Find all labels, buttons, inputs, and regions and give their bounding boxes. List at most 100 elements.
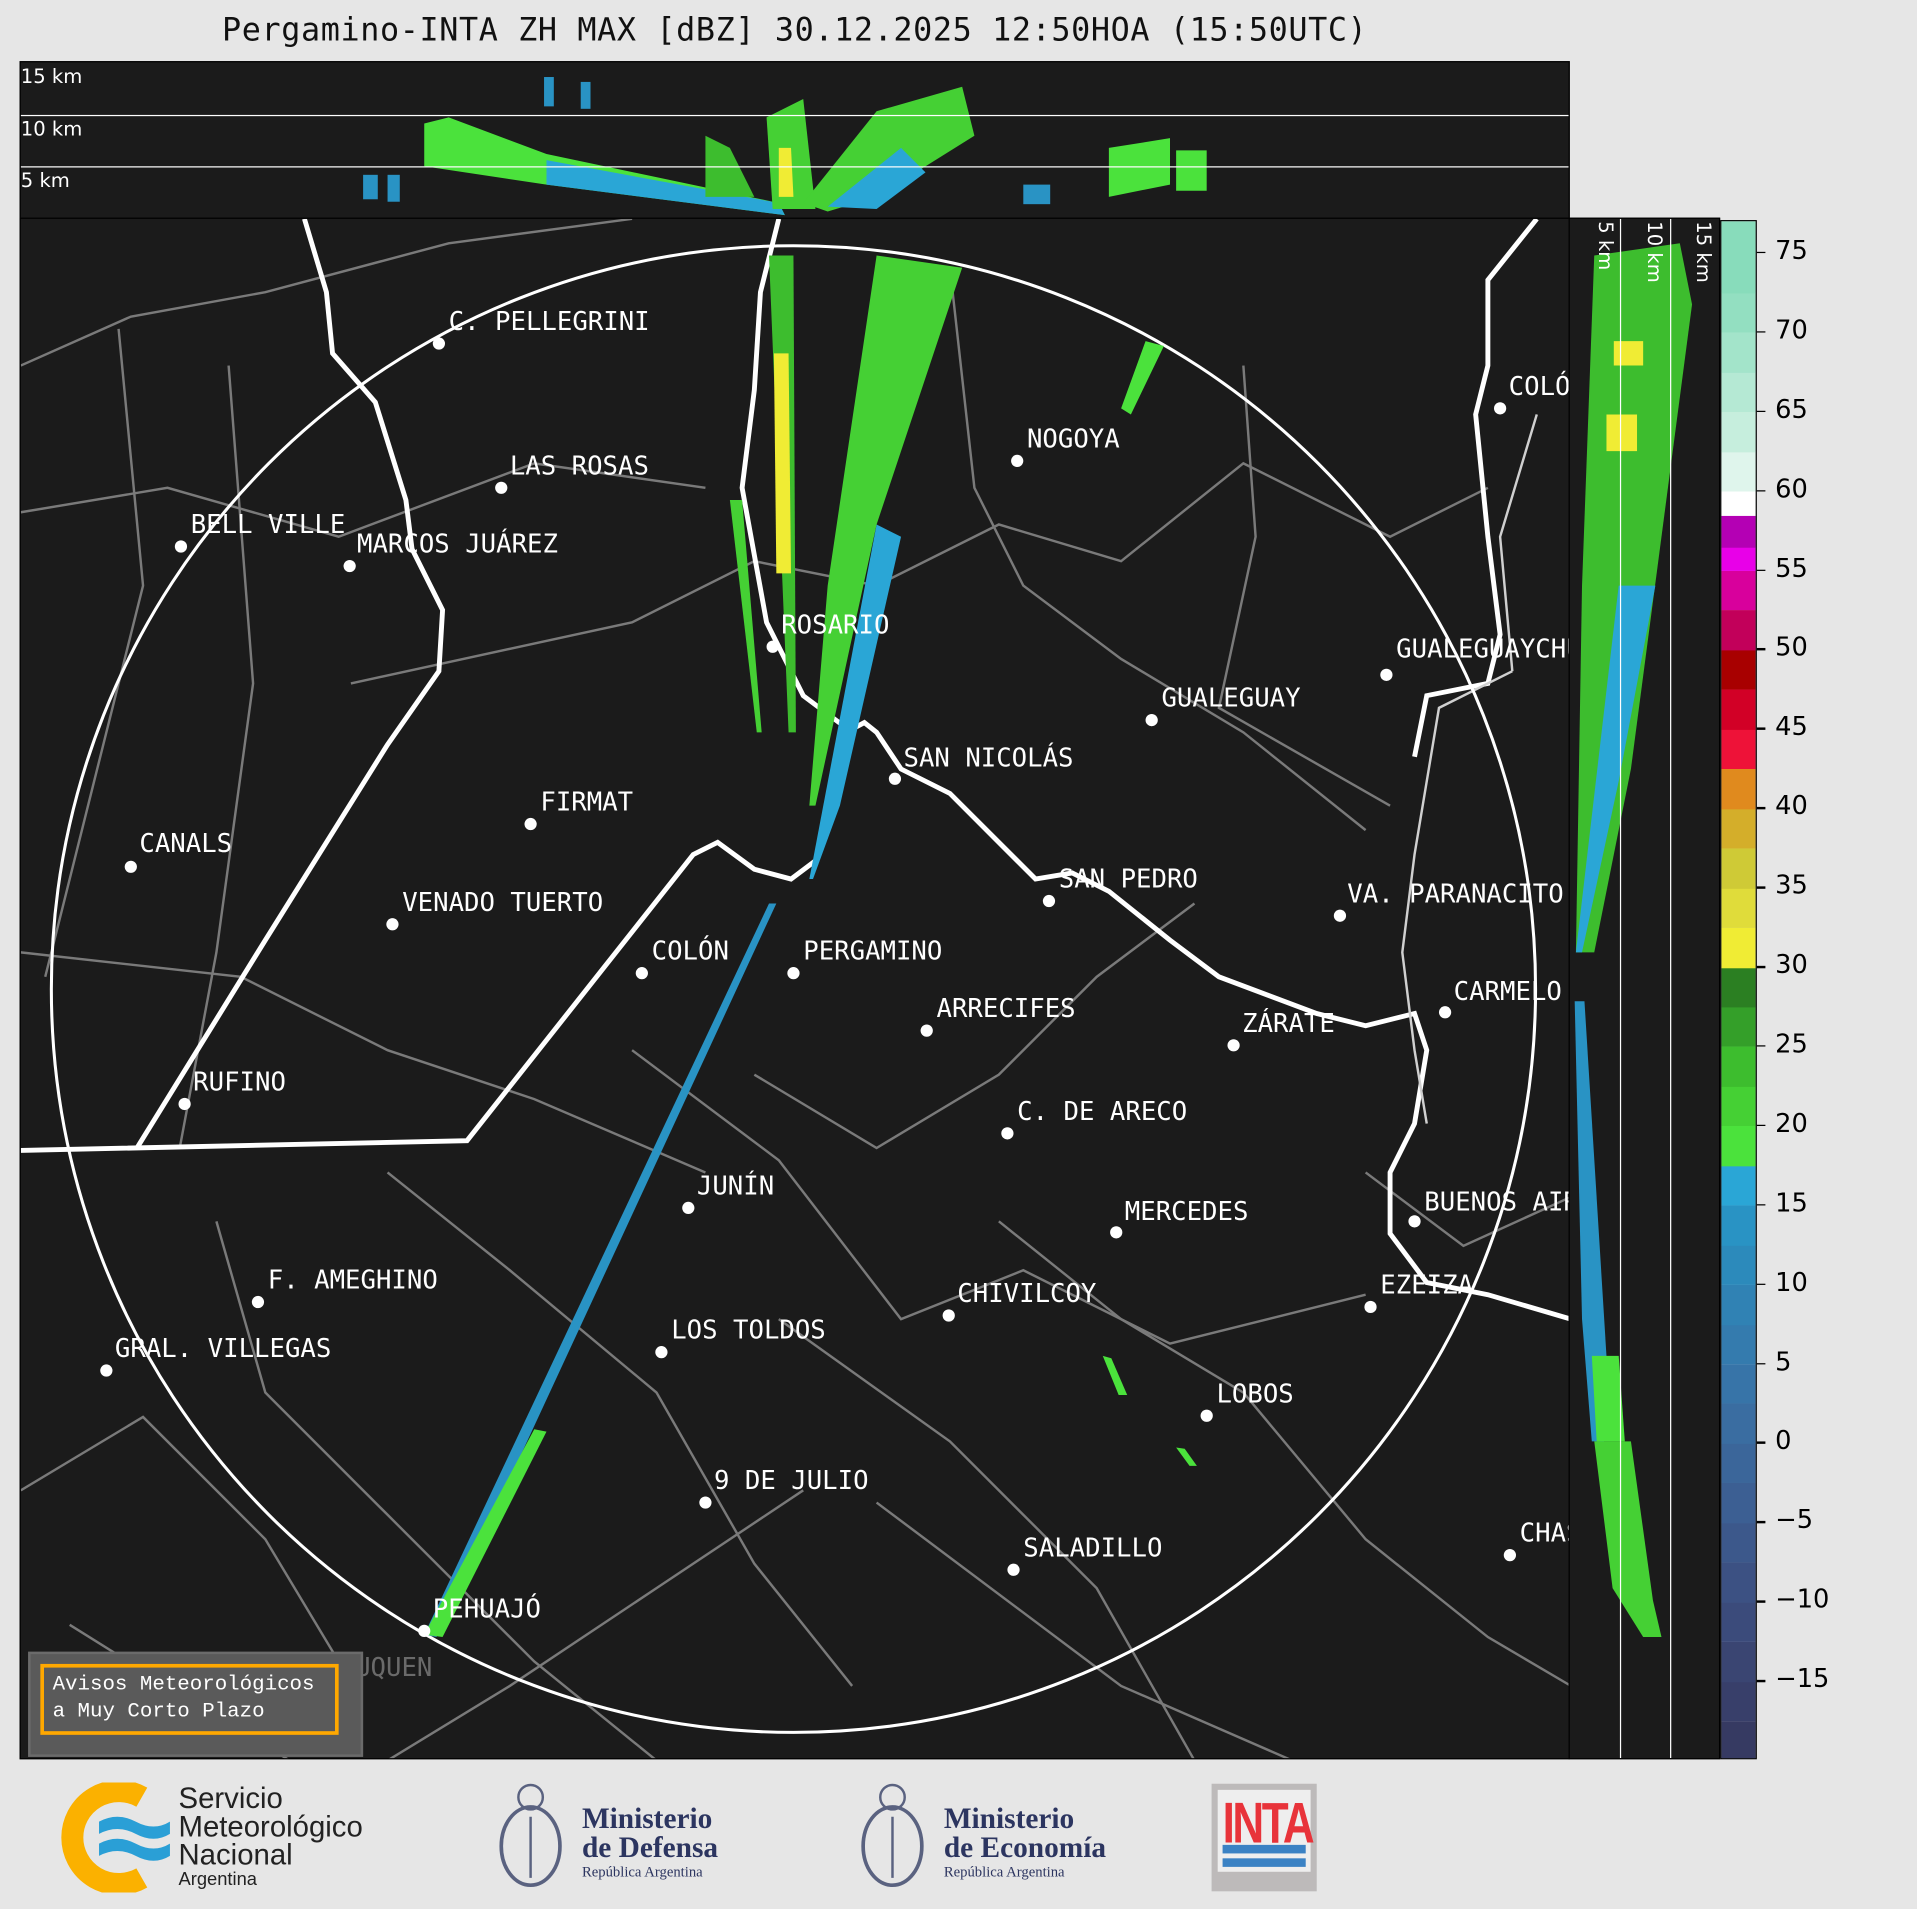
- notice-line-1: Avisos Meteorológicos: [52, 1673, 315, 1697]
- colorbar-tick-label: 40: [1775, 791, 1808, 821]
- colorbar-tick-label: 30: [1775, 949, 1808, 980]
- city-label-marcos-juarez: MARCOS JUÁREZ: [356, 529, 558, 559]
- city-marker-marcos-juarez: [343, 559, 356, 573]
- city-label-arrecifes: ARRECIFES: [936, 993, 1076, 1024]
- defensa-line-3: República Argentina: [581, 1863, 703, 1881]
- colorbar-tick-label: 70: [1775, 315, 1808, 345]
- colorbar-tick: [1756, 1600, 1766, 1603]
- notice-line-2: a Muy Corto Plazo: [52, 1700, 265, 1724]
- city-label-bell-ville: BELL VILLE: [190, 509, 346, 540]
- city-label-saladillo: SALADILLO: [1023, 1533, 1163, 1563]
- province-boundaries: [20, 218, 1569, 1321]
- economia-line-2: de Economía: [943, 1832, 1107, 1865]
- city-marker-canals: [124, 860, 137, 873]
- figure-title: Pergamino-INTA ZH MAX [dBZ] 30.12.2025 1…: [221, 12, 1368, 49]
- city-label-san-nicolas: SAN NICOLÁS: [903, 743, 1074, 773]
- city-marker-chivilcoy: [942, 1309, 955, 1322]
- city-marker-nogoya: [1011, 454, 1024, 468]
- colorbar-band: [1721, 372, 1756, 413]
- colorbar-band: [1721, 1046, 1756, 1087]
- colorbar-band: [1721, 221, 1756, 294]
- city-label-9-de-julio: 9 DE JULIO: [713, 1465, 869, 1496]
- colorbar-band: [1721, 1324, 1756, 1365]
- side-label-15km: 15 km: [1692, 221, 1716, 283]
- notice-box[interactable]: Avisos Meteorológicos a Muy Corto Plazo: [28, 1651, 364, 1757]
- city-label-gral-villegas: GRAL. VILLEGAS: [114, 1333, 332, 1364]
- city-label-va-paranacito: VA. PARANACITO: [1347, 879, 1564, 909]
- city-marker-rosario: [766, 640, 779, 653]
- colorbar-band: [1721, 967, 1756, 1008]
- economia-line-1: Ministerio: [943, 1803, 1075, 1836]
- city-marker-junin: [682, 1201, 695, 1215]
- county-boundaries: [20, 218, 1569, 1759]
- colorbar-band: [1721, 729, 1756, 770]
- city-marker-carmelo: [1438, 1006, 1452, 1019]
- colorbar-band: [1721, 610, 1756, 651]
- city-label-chivilcoy: CHIVILCOY: [957, 1278, 1097, 1309]
- city-marker-firmat: [524, 817, 537, 831]
- city-marker-colon: [1493, 402, 1507, 415]
- colorbar-tick-label: 20: [1775, 1108, 1808, 1138]
- city-marker-bell-ville: [174, 540, 188, 553]
- colorbar-tick: [1756, 1362, 1766, 1365]
- city-label-rufino: RUFINO: [193, 1067, 286, 1097]
- colorbar-tick-label: −10: [1775, 1584, 1830, 1615]
- colorbar-tick-label: 45: [1775, 711, 1808, 742]
- side-cross-section: 5 km 10 km 15 km: [1568, 217, 1721, 1760]
- colorbar-tick-label: −15: [1775, 1664, 1830, 1694]
- city-marker-los-toldos: [655, 1346, 668, 1359]
- city-label-f-ameghino: F. AMEGHINO: [267, 1265, 438, 1295]
- city-label-pergamino: PERGAMINO: [803, 936, 943, 966]
- river-lines: [1401, 414, 1538, 1124]
- colorbar-band: [1721, 1482, 1756, 1524]
- colorbar-band: [1721, 1403, 1756, 1444]
- colorbar-band: [1721, 546, 1756, 571]
- city-label-zarate: ZÁRATE: [1242, 1008, 1335, 1038]
- colorbar-tick-label: 75: [1775, 235, 1808, 266]
- colorbar-band: [1721, 570, 1756, 611]
- colorbar-band: [1721, 1125, 1756, 1167]
- colorbar-tick: [1756, 1203, 1766, 1206]
- colorbar-band: [1721, 1601, 1756, 1643]
- colorbar-tick-label: 55: [1775, 553, 1808, 583]
- height-line-5km: [1619, 218, 1622, 1759]
- colorbar-tick: [1756, 410, 1766, 413]
- colorbar-band: [1721, 848, 1756, 889]
- colorbar-tick-label: 0: [1775, 1426, 1792, 1456]
- colorbar-band: [1721, 808, 1756, 849]
- range-ring: [49, 244, 1538, 1734]
- city-label-san-pedro: SAN PEDRO: [1058, 864, 1198, 894]
- colorbar-band: [1721, 1205, 1756, 1246]
- city-label-colon: COLÓN: [651, 936, 729, 966]
- colorbar-band: [1721, 1720, 1756, 1759]
- top-cross-section: 15 km 10 km 5 km: [19, 61, 1570, 221]
- side-label-5km: 5 km: [1594, 221, 1618, 271]
- colorbar-band: [1721, 411, 1756, 452]
- colorbar-tick: [1756, 569, 1766, 571]
- notice-text: Avisos Meteorológicos a Muy Corto Plazo: [40, 1663, 339, 1735]
- colorbar-tick: [1756, 886, 1766, 889]
- city-marker-zarate: [1227, 1039, 1240, 1052]
- city-label-gualeguay: GUALEGUAY: [1161, 683, 1301, 713]
- colorbar-tick-label: −5: [1775, 1505, 1814, 1535]
- city-label-c-pellegrini: C. PELLEGRINI: [448, 306, 650, 337]
- colorbar-tick-label: 60: [1775, 473, 1808, 504]
- city-label-los-toldos: LOS TOLDOS: [671, 1315, 826, 1345]
- colorbar-band: [1721, 1006, 1756, 1048]
- city-label-las-rosas: LAS ROSAS: [509, 451, 649, 481]
- smn-line-4: Argentina: [178, 1869, 258, 1891]
- city-label-venado-tuerto: VENADO TUERTO: [402, 887, 604, 917]
- height-line-10km: [1670, 218, 1672, 1759]
- city-label-mercedes: MERCEDES: [1124, 1196, 1249, 1227]
- city-marker-san-pedro: [1042, 894, 1056, 908]
- city-marker-ezeiza: [1364, 1300, 1377, 1314]
- city-marker-c-pellegrini: [432, 337, 446, 350]
- smn-line-2: Meteorológico: [178, 1810, 363, 1844]
- colorbar-tick: [1756, 1679, 1766, 1682]
- colorbar-tick-label: 50: [1775, 632, 1808, 662]
- city-label-lobos: LOBOS: [1216, 1379, 1294, 1409]
- coat-of-arms-icon: [499, 1783, 562, 1888]
- colorbar-band: [1721, 1284, 1756, 1325]
